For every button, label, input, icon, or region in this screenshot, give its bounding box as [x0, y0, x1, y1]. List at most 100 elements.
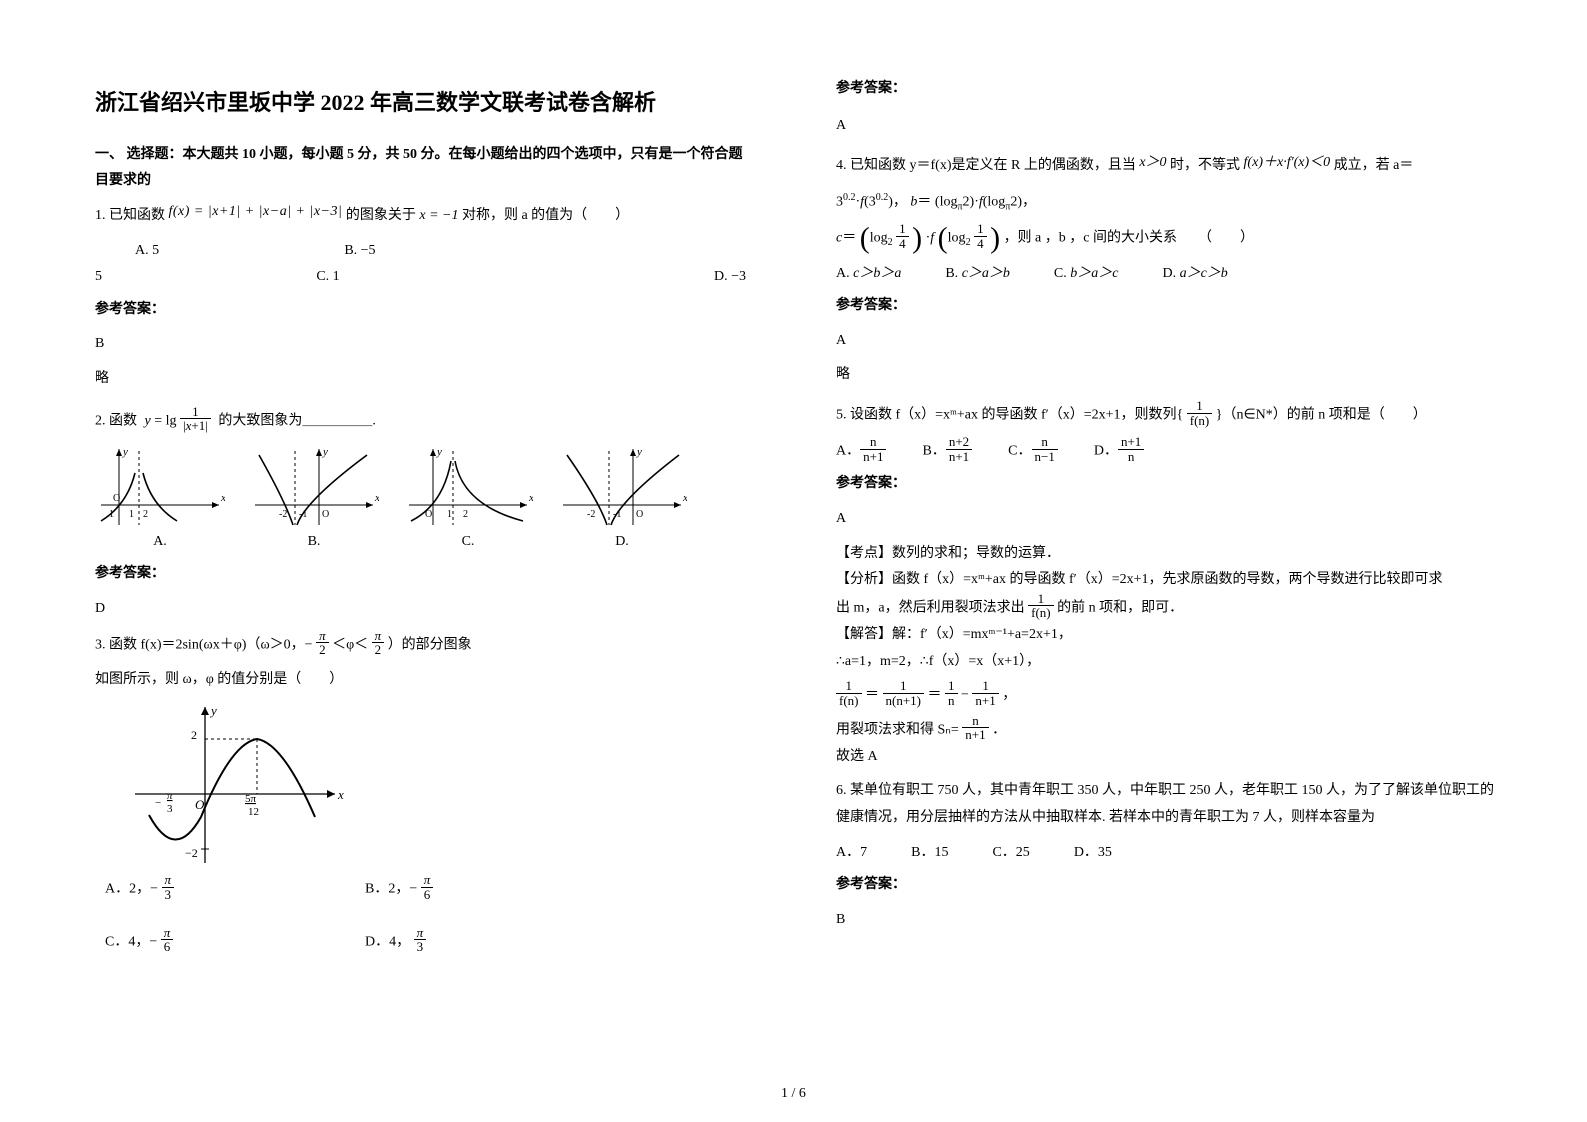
q4-stem1a: 4. 已知函数 y＝f(x)是定义在 R 上的偶函数，且当	[836, 158, 1136, 173]
q2-answer-label: 参考答案：	[95, 561, 756, 588]
q5-fx-b-line: 出 m，a，然后利用裂项法求出 1f(n) 的前 n 项和，即可．	[836, 594, 1497, 622]
q2-graph-d: x y -2 -1 O D.	[557, 443, 687, 556]
svg-text:1: 1	[447, 509, 452, 520]
q3-answer-label: 参考答案：	[836, 76, 1497, 103]
q5-opt-d: D．n+1n	[1094, 437, 1144, 465]
q4-opt-d: D. a＞c＞b	[1162, 261, 1227, 288]
svg-text:12: 12	[248, 806, 259, 818]
q1-explain: 略	[95, 366, 756, 393]
svg-text:−: −	[155, 797, 161, 809]
svg-text:y: y	[122, 446, 128, 458]
q3-stem-a: 3. 函数 f(x)＝2sin(ωx＋φ)（ω＞0，−	[95, 637, 313, 652]
q1-opt-b2: 5	[95, 264, 102, 291]
q3-graph: x y 2 O − π 3 5π 12 −2	[125, 699, 756, 869]
q1-axis: x = −1	[419, 208, 458, 223]
svg-text:-2: -2	[587, 509, 595, 520]
q6-opt-d: D．35	[1074, 840, 1112, 867]
q1-stem-b: 的图象关于	[346, 208, 416, 223]
q5-opt-c: C．nn−1	[1008, 437, 1058, 465]
question-1: 1. 已知函数 f(x) = |x+1| + |x−a| + |x−3| 的图象…	[95, 203, 756, 230]
svg-text:5π: 5π	[245, 793, 257, 805]
q1-answer-label: 参考答案：	[95, 297, 756, 324]
q4-answer: A	[836, 328, 1497, 355]
svg-text:O: O	[636, 509, 643, 520]
q1-options: A. 5 B. −5	[95, 238, 756, 265]
page-footer: 1 / 6	[0, 1086, 1587, 1102]
q5-stem-b: }（n∈N*）的前 n 项和是（ ）	[1216, 407, 1427, 422]
q4-stem1c: 成立，若 a＝	[1334, 158, 1414, 173]
q3-line2: 如图所示，则 ω，φ 的值分别是（ ）	[95, 667, 756, 694]
svg-text:x: x	[528, 492, 533, 504]
svg-text:x: x	[220, 492, 225, 504]
question-4: 4. 已知函数 y＝f(x)是定义在 R 上的偶函数，且当 x＞0 时，不等式 …	[836, 153, 1497, 180]
svg-text:2: 2	[143, 509, 148, 520]
q3-opt-c: C．4，− π6	[105, 928, 245, 956]
q3-options: A．2，− π3 B．2，− π6 C．4，− π6 D．4， π3	[105, 875, 756, 980]
svg-text:1: 1	[109, 509, 114, 520]
q4-line3: c＝ (log2 14 ) ·f (log2 14 ) ，则 a ，b ，c 间…	[836, 224, 1497, 252]
svg-text:-1: -1	[613, 509, 621, 520]
q4-opt-b: B. c＞a＞b	[945, 261, 1010, 288]
q4-opt-a: A. c＞b＞a	[836, 261, 901, 288]
q2-label-b: B.	[249, 529, 379, 556]
q6-opt-c: C．25	[992, 840, 1029, 867]
svg-text:-1: -1	[299, 509, 307, 520]
q3-answer: A	[836, 113, 1497, 140]
q4-opt-c: C. b＞a＞c	[1054, 261, 1119, 288]
q4-stem1b: 时，不等式	[1170, 158, 1240, 173]
svg-text:y: y	[322, 446, 328, 458]
q4-answer-label: 参考答案：	[836, 293, 1497, 320]
q5-sn: 用裂项法求和得 Sₙ= nn+1 ．	[836, 716, 1497, 744]
svg-text:x: x	[682, 492, 687, 504]
svg-text:2: 2	[191, 728, 197, 742]
svg-text:π: π	[167, 790, 173, 802]
q3-opt-a: A．2，− π3	[105, 875, 245, 903]
q5-answer: A	[836, 506, 1497, 533]
q3-stem-c: ）的部分图象	[388, 637, 472, 652]
q1-stem-a: 1. 已知函数	[95, 208, 165, 223]
svg-text:O: O	[195, 797, 205, 812]
q1-opt-b: B. −5	[344, 238, 375, 265]
q5-jd2: ∴a=1，m=2，∴f（x）=x（x+1），	[836, 649, 1497, 676]
q2-graph-b: x y -2 -1 O B.	[249, 443, 379, 556]
q5-frac-1fn: 1f(n)	[1187, 399, 1213, 427]
q5-jd1: 【解答】解：f′（x）=mxᵐ⁻¹+a=2x+1，	[836, 622, 1497, 649]
section-1-heading: 一、 选择题：本大题共 10 小题，每小题 5 分，共 50 分。在每小题给出的…	[95, 142, 756, 195]
q2-answer: D	[95, 596, 756, 623]
exam-title: 浙江省绍兴市里坂中学 2022 年高三数学文联考试卷含解析	[95, 82, 756, 124]
q3-opt-b: B．2，− π6	[365, 875, 505, 903]
q2-label-d: D.	[557, 529, 687, 556]
page: 浙江省绍兴市里坂中学 2022 年高三数学文联考试卷含解析 一、 选择题：本大题…	[0, 0, 1587, 1060]
q5-options: A．nn+1 B．n+2n+1 C．nn−1 D．n+1n	[836, 437, 1497, 465]
svg-text:x: x	[374, 492, 379, 504]
q5-opt-a: A．nn+1	[836, 437, 886, 465]
q1-opt-c: C. 1	[316, 264, 339, 291]
q4-explain: 略	[836, 362, 1497, 389]
q5-stem-a: 5. 设函数 f（x）=xᵐ+ax 的导函数 f′（x）=2x+1，则数列{	[836, 407, 1183, 422]
q5-gx: 故选 A	[836, 744, 1497, 771]
q3-xlabel: x	[337, 787, 344, 802]
q6-answer: B	[836, 907, 1497, 934]
q2-formula: y = lg 1|x+1|	[145, 407, 211, 435]
svg-text:3: 3	[167, 803, 173, 815]
q2-graph-c: x y O 1 2 C.	[403, 443, 533, 556]
svg-text:-2: -2	[279, 509, 287, 520]
q3-pi2-b: π2	[372, 629, 385, 657]
q2-label-a: A.	[95, 529, 225, 556]
q1-formula: f(x) = |x+1| + |x−a| + |x−3|	[169, 204, 343, 219]
q1-stem-c: 对称，则 a 的值为（ ）	[462, 208, 629, 223]
q2-stem-a: 2. 函数	[95, 413, 137, 428]
question-3: 3. 函数 f(x)＝2sin(ωx＋φ)（ω＞0，− π2 ＜φ＜ π2 ）的…	[95, 631, 756, 659]
left-column: 浙江省绍兴市里坂中学 2022 年高三数学文联考试卷含解析 一、 选择题：本大题…	[95, 70, 796, 1060]
svg-text:O: O	[322, 509, 329, 520]
q3-ylabel: y	[209, 703, 217, 718]
q2-graphs: x y 1 O 1 2 A. x	[95, 443, 756, 556]
q3-opt-d: D．4， π3	[365, 928, 505, 956]
q2-graph-a: x y 1 O 1 2 A.	[95, 443, 225, 556]
question-5: 5. 设函数 f（x）=xᵐ+ax 的导函数 f′（x）=2x+1，则数列{ 1…	[836, 401, 1497, 429]
q5-answer-label: 参考答案：	[836, 471, 1497, 498]
q2-stem-b: 的大致图象为＿＿＿＿＿.	[218, 413, 376, 428]
q1-opt-d: D. −3	[714, 264, 746, 291]
q4-xgt: x＞0	[1139, 155, 1166, 170]
q5-fx-a: 【分析】函数 f（x）=xᵐ+ax 的导函数 f′（x）=2x+1，先求原函数的…	[836, 567, 1497, 594]
